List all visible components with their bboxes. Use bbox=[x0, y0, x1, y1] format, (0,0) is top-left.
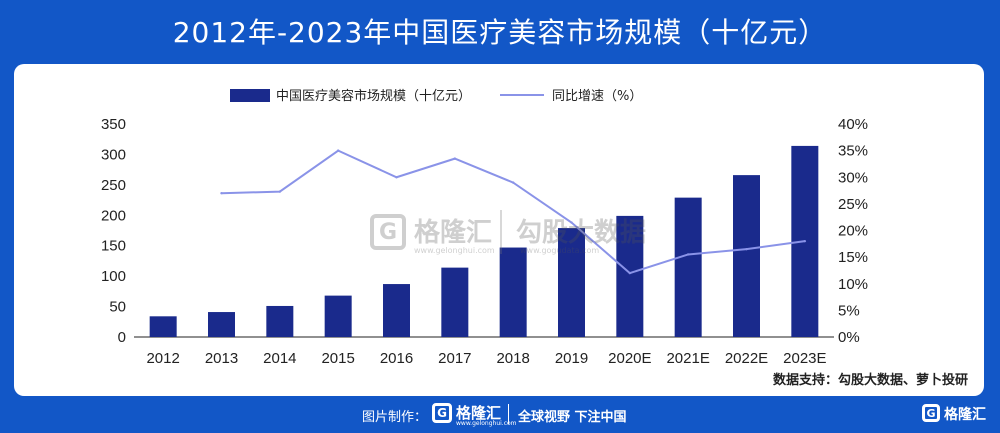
line-point bbox=[745, 247, 748, 251]
corner-logo-icon: G bbox=[922, 404, 940, 422]
footer-brand-url: www.gelonghui.com bbox=[456, 420, 517, 427]
chart-card: 中国医疗美容市场规模（十亿元） 同比增速（%） 0 50 100 150 200 250 300… bbox=[14, 64, 984, 396]
line-point bbox=[278, 190, 282, 193]
bar bbox=[558, 228, 585, 337]
bar bbox=[149, 316, 177, 337]
line-point bbox=[511, 181, 515, 184]
bar bbox=[266, 305, 294, 337]
y-left-tick-label: 250 bbox=[101, 177, 126, 194]
y-left-tick-label: 50 bbox=[109, 299, 126, 316]
legend-bar-swatch bbox=[230, 89, 270, 102]
footer-brand: 格隆汇 bbox=[456, 404, 502, 422]
y-right-tick-label: 10% bbox=[838, 276, 868, 293]
bar bbox=[441, 267, 469, 337]
y-right-tick-label: 30% bbox=[838, 169, 868, 186]
bar bbox=[499, 247, 527, 337]
x-tick-label: 2013 bbox=[205, 350, 238, 367]
line-point bbox=[336, 149, 340, 152]
y-left-tick-label: 0 bbox=[118, 329, 126, 346]
x-tick-label: 2023E bbox=[783, 350, 826, 367]
footer: 图片制作： G 格隆汇 www.gelonghui.com 全球视野 下注中国 … bbox=[0, 398, 1000, 433]
line-point bbox=[570, 221, 573, 224]
bar bbox=[324, 295, 352, 337]
y-left-tick-label: 150 bbox=[101, 238, 126, 255]
line-point bbox=[453, 157, 457, 160]
line-point bbox=[220, 192, 223, 195]
footer-made-by: 图片制作： bbox=[362, 410, 428, 425]
x-tick-label: 2018 bbox=[496, 350, 529, 367]
x-tick-label: 2019 bbox=[555, 350, 588, 367]
bar bbox=[616, 215, 644, 337]
y-right-tick-label: 35% bbox=[838, 143, 868, 160]
footer-separator bbox=[508, 404, 509, 424]
y-left-tick-label: 350 bbox=[101, 116, 126, 133]
y-right-tick-label: 40% bbox=[838, 116, 868, 133]
x-tick-label: 2012 bbox=[146, 350, 179, 367]
bar bbox=[208, 312, 235, 337]
x-tick-label: 2020E bbox=[608, 350, 651, 367]
line-point bbox=[686, 253, 690, 256]
page-title: 2012年-2023年中国医疗美容市场规模（十亿元） bbox=[172, 16, 828, 49]
legend-bar-label: 中国医疗美容市场规模（十亿元） bbox=[276, 88, 471, 104]
bar bbox=[733, 175, 760, 337]
x-tick-label: 2022E bbox=[725, 350, 768, 367]
x-tick-label: 2014 bbox=[263, 350, 296, 367]
line-point bbox=[803, 239, 807, 243]
y-left-tick-label: 100 bbox=[101, 268, 126, 285]
y-right-tick-label: 0% bbox=[838, 329, 860, 346]
y-right-tick-label: 15% bbox=[838, 249, 868, 266]
legend-line-label: 同比增速（%） bbox=[552, 89, 642, 104]
chart: 中国医疗美容市场规模（十亿元） 同比增速（%） 0 50 100 150 200 250 300… bbox=[101, 88, 868, 367]
line-point bbox=[395, 176, 398, 179]
y-left-tick-label: 200 bbox=[101, 207, 126, 224]
line-point bbox=[628, 271, 632, 275]
y-left-tick-label: 300 bbox=[101, 146, 126, 163]
x-tick-label: 2021E bbox=[666, 350, 709, 367]
bar bbox=[383, 284, 410, 337]
bar bbox=[674, 197, 702, 337]
x-tick-label: 2015 bbox=[321, 350, 354, 367]
x-tick-label: 2016 bbox=[380, 350, 413, 367]
y-right-tick-label: 20% bbox=[838, 223, 868, 240]
footer-slogan: 全球视野 下注中国 bbox=[518, 410, 627, 425]
x-tick-label: 2017 bbox=[438, 350, 471, 367]
y-right-tick-label: 25% bbox=[838, 196, 868, 213]
data-source: 数据支持：勾股大数据、萝卜投研 bbox=[772, 373, 968, 388]
corner-brand: 格隆汇 bbox=[944, 407, 986, 423]
y-right-tick-label: 5% bbox=[838, 302, 860, 319]
footer-logo-icon: G bbox=[432, 403, 452, 423]
